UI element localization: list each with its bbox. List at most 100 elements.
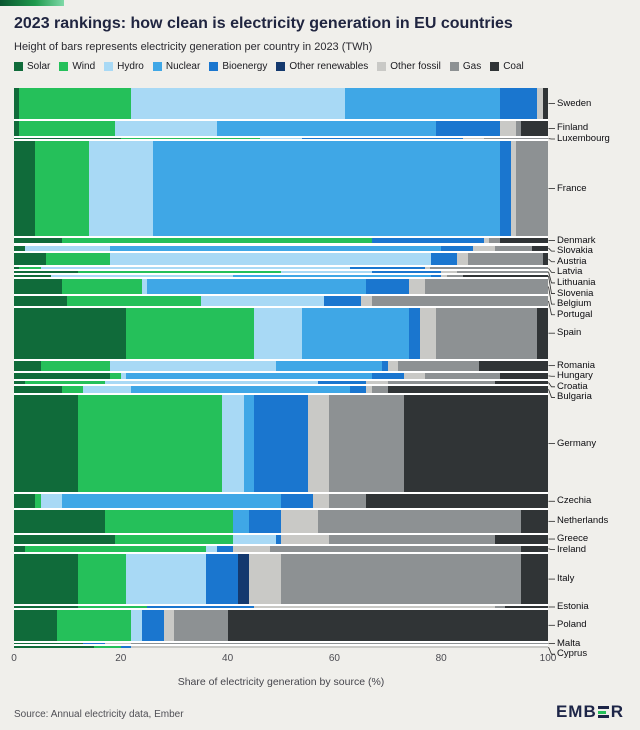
legend-item-other-fossil: Other fossil: [377, 61, 441, 72]
bar-segment-hydro: [24, 245, 111, 251]
bar-segment-other-fossil: [248, 553, 281, 605]
bar-segment-bioenergy: [120, 646, 132, 648]
bar-segment-bioenergy: [280, 494, 314, 509]
bar-row-netherlands: [14, 510, 548, 533]
bar-row-bulgaria: [14, 385, 548, 393]
bar-segment-hydro: [232, 534, 276, 544]
bar-segment-hydro: [206, 545, 217, 552]
bar-segment-wind: [78, 270, 281, 273]
bar-segment-coal: [521, 553, 548, 605]
bar-segment-wind: [19, 88, 132, 119]
bar-segment-wind: [19, 121, 116, 136]
bar-row-estonia: [14, 606, 548, 608]
bar-segment-solar: [14, 381, 25, 384]
bar-segment-wind: [19, 267, 41, 269]
bar-segment-wind: [40, 360, 111, 371]
bar-segment-other-fossil: [419, 307, 436, 359]
bar-segment-other-fossil: [457, 252, 468, 266]
bar-segment-solar: [14, 121, 20, 136]
bar-segment-wind: [35, 141, 89, 236]
bar-segment-wind: [67, 296, 201, 306]
bar-segment-hydro: [222, 394, 244, 493]
bar-segment-solar: [14, 609, 57, 641]
bar-segment-nuclear: [152, 141, 500, 236]
bar-segment-gas: [329, 394, 404, 493]
x-tick-label: 80: [435, 653, 447, 664]
bar-row-malta: [14, 642, 548, 645]
bar-segment-other-fossil: [366, 385, 372, 393]
legend-swatch-icon: [14, 62, 23, 71]
legend-label: Wind: [72, 61, 96, 72]
bar-segment-hydro: [142, 279, 148, 295]
bar-segment-bioenergy: [499, 141, 511, 236]
bar-segment-hydro: [110, 252, 431, 266]
bar-segment-gas: [329, 534, 495, 544]
bar-segment-wind: [94, 646, 121, 648]
bar-segment-gas: [494, 245, 532, 251]
bar-segment-hydro: [40, 494, 63, 509]
bar-segment-nuclear: [126, 372, 372, 380]
bar-segment-gas: [371, 385, 388, 393]
bar-segment-coal: [403, 394, 548, 493]
bar-segment-bioenergy: [147, 606, 255, 608]
bar-segment-hydro: [120, 372, 127, 380]
bar-segment-gas: [371, 296, 548, 306]
bar-segment-gas: [446, 274, 463, 278]
bar-segment-solar: [14, 606, 79, 608]
bar-segment-nuclear: [275, 360, 383, 371]
bar-segment-solar: [14, 360, 41, 371]
bar-segment-other-fossil: [254, 606, 495, 608]
legend-label: Other renewables: [289, 61, 369, 72]
bar-segment-solar: [14, 372, 111, 380]
bar-segment-other-fossil: [366, 381, 388, 384]
bar-segment-bioenergy: [382, 360, 388, 371]
bar-segment-hydro: [280, 270, 372, 273]
bar-segment-wind: [120, 137, 260, 140]
bar-segment-wind: [46, 252, 111, 266]
bar-segment-gas: [318, 510, 522, 533]
bar-segment-hydro: [131, 88, 346, 119]
bar-segment-other-fossil: [280, 510, 319, 533]
bar-segment-wind: [78, 394, 223, 493]
bar-segment-coal: [499, 237, 548, 244]
legend-item-solar: Solar: [14, 61, 50, 72]
legend-item-bioenergy: Bioenergy: [209, 61, 267, 72]
brand-gradient-strip: [0, 0, 64, 6]
bar-row-czechia: [14, 494, 548, 509]
bar-segment-other-fossil: [441, 274, 447, 278]
bar-segment-other-fossil: [499, 121, 516, 136]
bar-segment-gas: [489, 237, 500, 244]
x-tick-label: 100: [539, 653, 557, 664]
legend-label: Bioenergy: [222, 61, 268, 72]
bar-segment-wind: [110, 372, 121, 380]
bar-segment-other-fossil: [387, 360, 399, 371]
chart-subtitle: Height of bars represents electricity ge…: [14, 41, 373, 53]
bar-segment-hydro: [83, 385, 132, 393]
bar-segment-nuclear: [232, 510, 249, 533]
bar-row-portugal: [14, 296, 548, 306]
bar-segment-nuclear: [232, 274, 431, 278]
bar-segment-wind: [24, 545, 207, 552]
bar-segment-gas: [515, 141, 548, 236]
bar-segment-wind: [126, 307, 255, 359]
bar-segment-wind: [62, 279, 143, 295]
bar-segment-hydro: [126, 553, 207, 605]
ember-logo[interactable]: EMB R: [556, 702, 624, 722]
bar-segment-gas: [435, 307, 538, 359]
legend-item-hydro: Hydro: [104, 61, 144, 72]
bar-segment-coal: [521, 510, 548, 533]
bar-row-croatia: [14, 381, 548, 384]
bar-segment-hydro: [254, 307, 303, 359]
legend-item-coal: Coal: [490, 61, 524, 72]
bar-segment-coal: [531, 245, 548, 251]
bar-segment-gas: [280, 553, 522, 605]
bar-segment-gas: [467, 252, 543, 266]
bar-row-greece: [14, 534, 548, 544]
bar-segment-hydro: [131, 609, 143, 641]
legend-label: Other fossil: [390, 61, 441, 72]
bar-segment-other-fossil: [104, 642, 132, 645]
bar-segment-gas: [457, 270, 548, 273]
bar-segment-bioenergy: [430, 252, 458, 266]
bar-segment-nuclear: [243, 394, 255, 493]
